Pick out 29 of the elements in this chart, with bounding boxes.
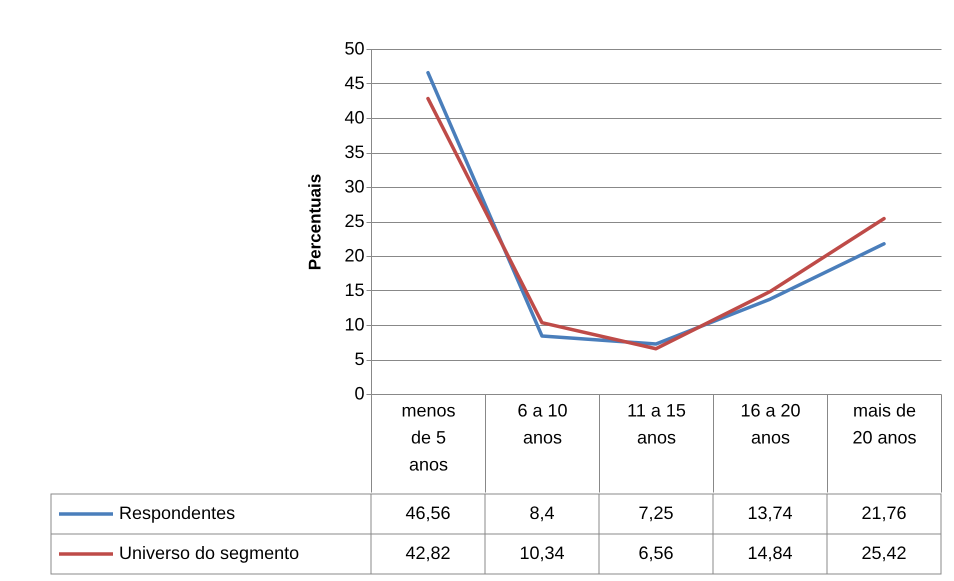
legend-label: Respondentes (119, 503, 236, 523)
y-tick-label: 10 (344, 314, 364, 334)
y-tick-label: 20 (344, 246, 364, 266)
y-tick-label: 30 (344, 176, 364, 196)
y-tick-label: 45 (344, 73, 364, 93)
y-axis-title: Percentuais (305, 174, 324, 270)
y-tick-label: 0 (354, 384, 364, 404)
y-tick-label: 50 (344, 38, 364, 58)
y-tick-label: 40 (344, 108, 364, 128)
x-tick-label: 11 a 15 anos (627, 400, 686, 448)
data-label: 10,34 (519, 543, 565, 563)
data-label: 42,82 (405, 543, 451, 563)
data-label: 13,74 (747, 503, 793, 523)
y-tick-label: 15 (344, 280, 364, 300)
data-label: 46,56 (405, 503, 451, 523)
data-label: 25,42 (861, 543, 907, 563)
data-label: 14,84 (747, 543, 793, 563)
x-tick-label: 6 a 10 anos (517, 400, 568, 448)
y-tick-label: 25 (344, 211, 364, 231)
x-tick-label: mais de 20 anos (852, 400, 917, 448)
data-label: 6,56 (638, 543, 674, 563)
y-tick-label: 35 (344, 142, 364, 162)
data-label: 7,25 (638, 503, 674, 523)
data-label: 21,76 (861, 503, 907, 523)
legend-label: Universo do segmento (119, 543, 300, 563)
y-tick-label: 5 (354, 349, 364, 369)
x-tick-label: menos de 5 anos (401, 400, 456, 474)
x-tick-label: 16 a 20 anos (740, 400, 801, 448)
data-label: 8,4 (529, 503, 555, 523)
